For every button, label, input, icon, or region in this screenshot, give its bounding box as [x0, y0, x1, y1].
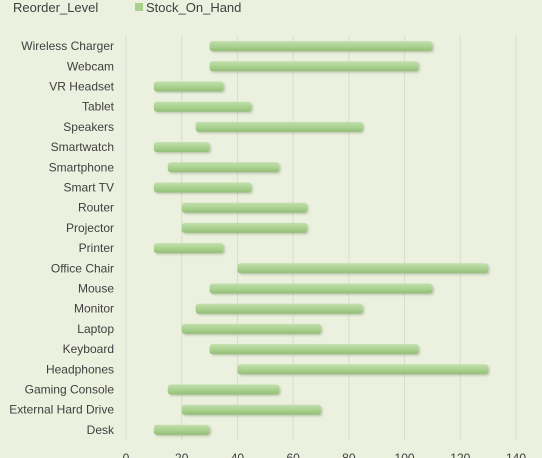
x-tick-label: 20: [175, 451, 189, 458]
x-axis-tick-labels: 0 20 40 60 80 100 120 140: [123, 451, 527, 458]
category-label: Webcam: [67, 59, 114, 73]
bar-stock-on-hand: [209, 344, 419, 355]
bar-stock-on-hand: [237, 364, 489, 375]
bars: [153, 41, 489, 435]
bar-stock-on-hand: [195, 303, 363, 314]
category-label: Headphones: [46, 362, 114, 376]
category-labels: Wireless Charger Webcam VR Headset Tablet Sp…: [9, 39, 115, 437]
legend-label-stock-on-hand: Stock_On_Hand: [146, 0, 241, 15]
bar-stock-on-hand: [153, 424, 210, 435]
bar-stock-on-hand: [153, 142, 210, 153]
category-label: Gaming Console: [25, 383, 115, 397]
category-label: VR Headset: [49, 80, 114, 94]
grid-lines: [125, 36, 517, 440]
category-label: Tablet: [82, 100, 115, 114]
category-label: Laptop: [77, 322, 114, 336]
bar-stock-on-hand: [195, 121, 363, 132]
category-label: Monitor: [74, 302, 114, 316]
category-label: Keyboard: [63, 342, 114, 356]
bar-stock-on-hand: [181, 323, 321, 334]
category-label: Wireless Charger: [21, 39, 114, 53]
category-label: Smartphone: [49, 160, 115, 174]
x-tick-label: 120: [450, 451, 470, 458]
category-label: Desk: [87, 423, 115, 437]
x-tick-label: 100: [395, 451, 415, 458]
bar-stock-on-hand: [153, 243, 224, 254]
bar-stock-on-hand: [167, 162, 280, 173]
legend-label-reorder-level: Reorder_Level: [13, 0, 98, 15]
bar-stock-on-hand: [153, 101, 252, 112]
bar-stock-on-hand: [209, 283, 433, 294]
bar-stock-on-hand: [237, 263, 489, 274]
bar-stock-on-hand: [181, 202, 308, 213]
x-tick-label: 60: [286, 451, 300, 458]
bar-stock-on-hand: [209, 61, 419, 72]
category-label: External Hard Drive: [9, 403, 114, 417]
category-label: Office Chair: [51, 261, 114, 275]
bar-stock-on-hand: [167, 384, 280, 395]
x-tick-label: 80: [342, 451, 356, 458]
category-label: Router: [78, 201, 114, 215]
category-label: Smart TV: [64, 181, 114, 195]
x-tick-label: 40: [231, 451, 245, 458]
bar-stock-on-hand: [181, 222, 308, 233]
category-label: Projector: [66, 221, 114, 235]
category-label: Smartwatch: [51, 140, 114, 154]
bar-stock-on-hand: [181, 404, 321, 415]
category-label: Printer: [79, 241, 114, 255]
x-tick-label: 0: [123, 451, 130, 458]
legend-swatch-stock-on-hand: [135, 3, 143, 11]
category-label: Mouse: [78, 282, 114, 296]
bar-stock-on-hand: [153, 182, 252, 193]
legend: Reorder_Level Stock_On_Hand: [13, 0, 241, 15]
bar-stock-on-hand: [153, 81, 224, 92]
bar-stock-on-hand: [209, 41, 433, 52]
category-label: Speakers: [63, 120, 114, 134]
x-tick-label: 140: [506, 451, 526, 458]
